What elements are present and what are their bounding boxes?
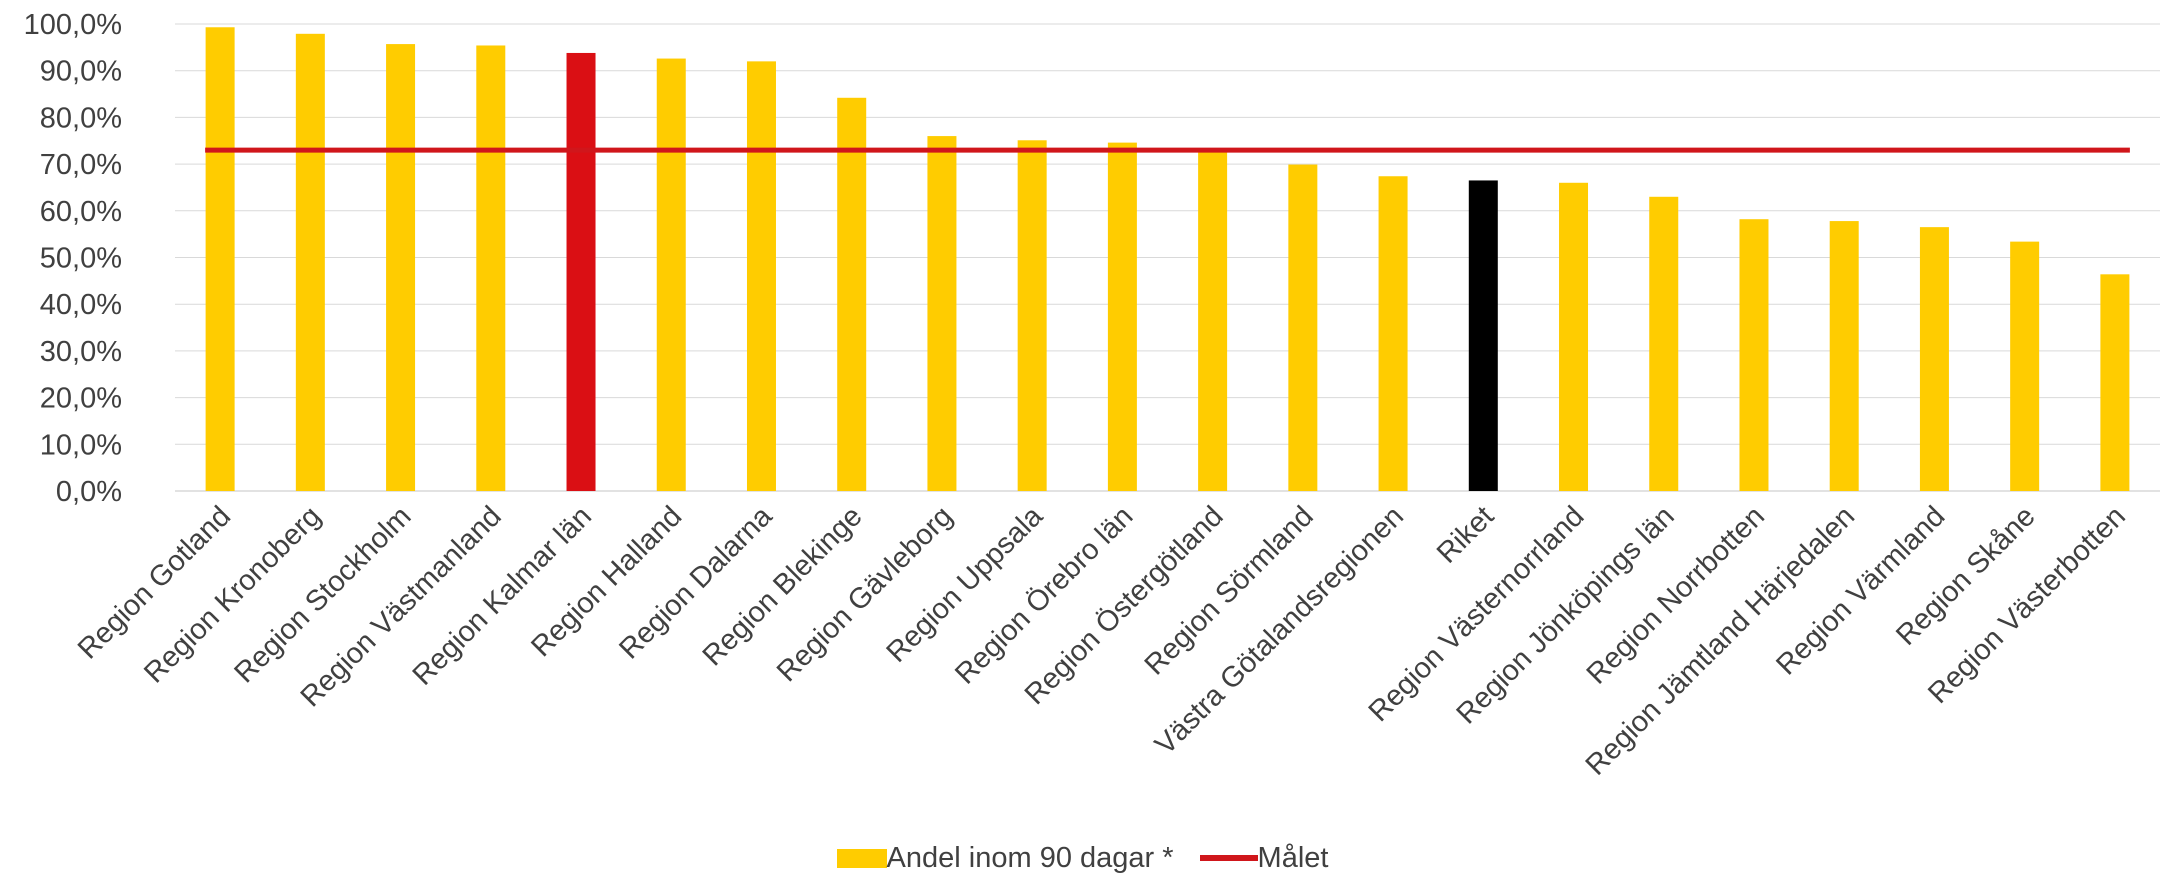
legend-swatch-bars xyxy=(836,848,887,868)
x-tick-label: Region Värmland xyxy=(1770,500,1951,681)
legend-item-target: Målet xyxy=(1199,841,1329,875)
bar xyxy=(1829,221,1859,491)
bar xyxy=(205,27,235,491)
bar-chart: 0,0% 10,0% 20,0% 30,0% 40,0% 50,0% 60,0% 70,0% 8… xyxy=(24,9,2160,782)
y-tick-label: 30,0% xyxy=(40,336,122,368)
legend-label-bars: Andel inom 90 dagar * xyxy=(886,841,1174,874)
bar xyxy=(1017,140,1047,491)
legend: Andel inom 90 dagar * Målet xyxy=(0,838,2165,878)
bar xyxy=(1559,182,1589,491)
y-tick-label: 70,0% xyxy=(40,149,122,181)
x-tick-label: Region Stockholm xyxy=(228,500,417,689)
legend-item-bars: Andel inom 90 dagar * xyxy=(836,841,1174,875)
bar xyxy=(566,52,596,491)
gridlines xyxy=(175,23,2160,492)
x-tick-label: Region Blekinge xyxy=(697,500,869,672)
y-tick-label: 60,0% xyxy=(40,196,122,228)
bar xyxy=(476,45,506,492)
x-tick-label: Region Dalarna xyxy=(613,500,779,666)
x-tick-label: Region Sörmland xyxy=(1139,500,1320,681)
bar xyxy=(1649,196,1679,492)
bar xyxy=(656,58,686,492)
bar xyxy=(1378,176,1408,491)
bar xyxy=(386,44,416,492)
y-tick-label: 80,0% xyxy=(40,102,122,134)
bar xyxy=(746,61,776,492)
bar xyxy=(1107,142,1137,492)
y-tick-label: 90,0% xyxy=(40,56,122,88)
bar xyxy=(1468,180,1498,491)
legend-swatch-target xyxy=(1199,855,1258,861)
x-tick-label: Riket xyxy=(1431,500,1500,569)
bar xyxy=(1198,150,1228,491)
bar xyxy=(2100,274,2130,491)
bar xyxy=(1288,164,1318,491)
y-tick-label: 50,0% xyxy=(40,243,122,275)
y-tick-label: 40,0% xyxy=(40,289,122,321)
bar xyxy=(2010,241,2040,491)
x-tick-label: Region Uppsala xyxy=(881,500,1050,669)
bars xyxy=(205,27,2130,492)
y-axis-tick-labels: 0,0% 10,0% 20,0% 30,0% 40,0% 50,0% 60,0% 70,0% 8… xyxy=(24,9,122,508)
bar xyxy=(295,33,325,491)
y-tick-label: 100,0% xyxy=(24,9,122,41)
x-tick-label: Region Kronoberg xyxy=(138,500,327,689)
legend-label-target: Målet xyxy=(1257,841,1329,874)
bar xyxy=(927,136,957,491)
bar xyxy=(1739,219,1769,491)
y-tick-label: 10,0% xyxy=(40,429,122,461)
bar xyxy=(837,97,867,491)
x-tick-label: Region Gotland xyxy=(72,500,237,665)
y-tick-label: 0,0% xyxy=(56,476,122,508)
bar xyxy=(1919,227,1949,491)
x-tick-label: Region Gävleborg xyxy=(771,500,959,688)
y-tick-label: 20,0% xyxy=(40,383,122,415)
